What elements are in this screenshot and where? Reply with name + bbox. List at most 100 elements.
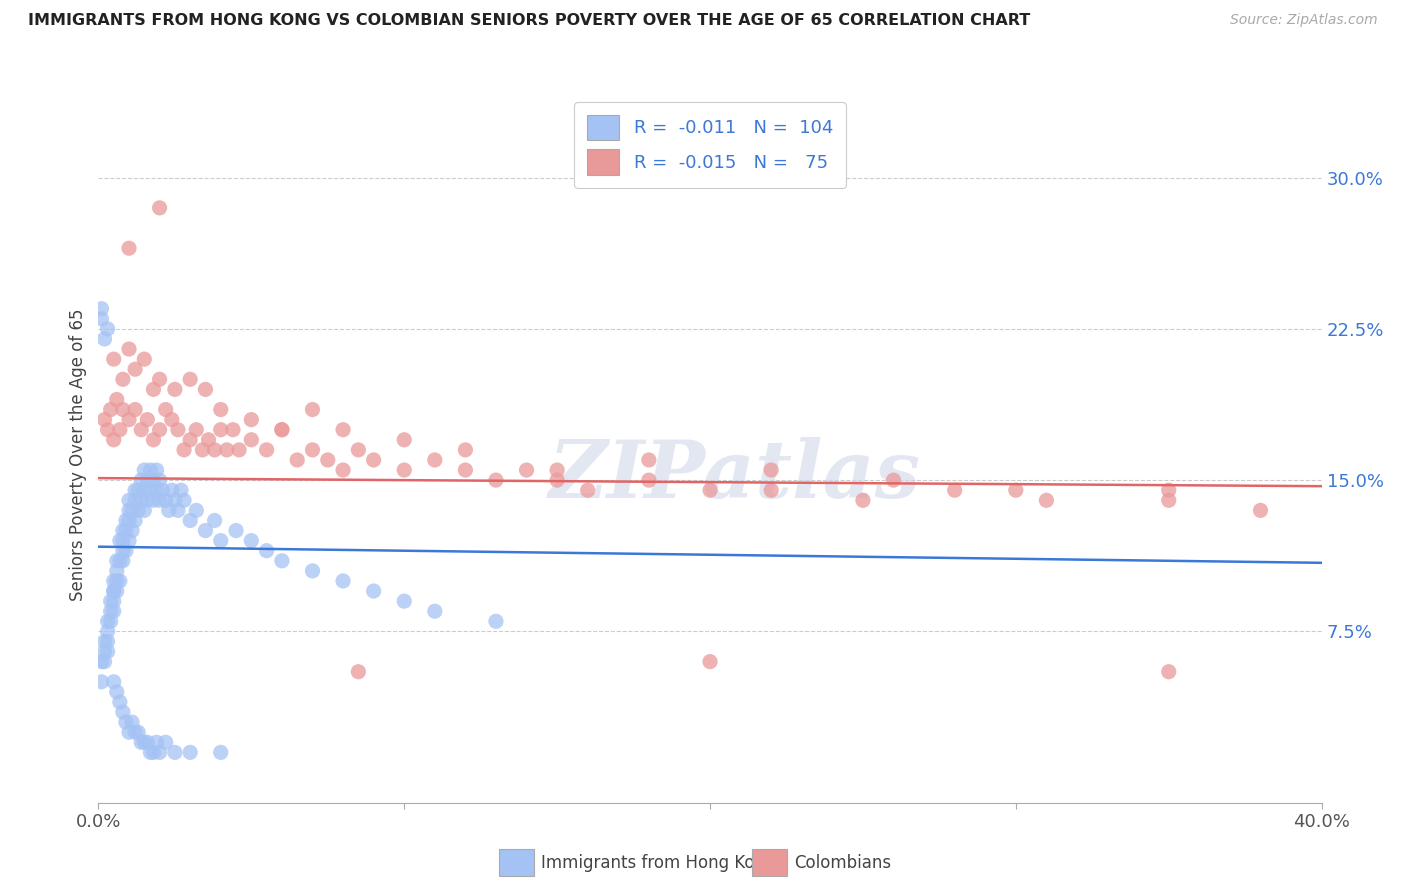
Point bbox=[103, 574, 125, 588]
Point bbox=[139, 483, 162, 498]
Point bbox=[155, 493, 177, 508]
Point bbox=[105, 685, 128, 699]
Point bbox=[363, 453, 385, 467]
Point bbox=[197, 433, 219, 447]
Point bbox=[111, 533, 134, 548]
Point bbox=[134, 483, 156, 498]
Point bbox=[485, 615, 508, 629]
Point bbox=[134, 352, 156, 367]
Point bbox=[699, 483, 721, 498]
Point bbox=[699, 655, 721, 669]
Point bbox=[97, 322, 120, 336]
Point bbox=[124, 402, 146, 417]
Point bbox=[115, 524, 138, 538]
Point bbox=[129, 423, 152, 437]
Point bbox=[191, 442, 214, 457]
Point bbox=[129, 473, 152, 487]
Point bbox=[124, 725, 146, 739]
Point bbox=[142, 383, 165, 397]
Point bbox=[163, 493, 186, 508]
Point bbox=[105, 392, 128, 407]
Point bbox=[759, 483, 782, 498]
Point bbox=[163, 745, 186, 759]
Point bbox=[121, 503, 143, 517]
Point bbox=[485, 473, 508, 487]
Point bbox=[167, 503, 190, 517]
Point bbox=[1157, 483, 1180, 498]
Text: IMMIGRANTS FROM HONG KONG VS COLOMBIAN SENIORS POVERTY OVER THE AGE OF 65 CORREL: IMMIGRANTS FROM HONG KONG VS COLOMBIAN S… bbox=[28, 13, 1031, 29]
Point bbox=[347, 665, 370, 679]
Y-axis label: Seniors Poverty Over the Age of 65: Seniors Poverty Over the Age of 65 bbox=[69, 309, 87, 601]
Point bbox=[142, 745, 165, 759]
Point bbox=[332, 423, 354, 437]
Point bbox=[186, 423, 208, 437]
Point bbox=[93, 332, 115, 346]
Point bbox=[228, 442, 250, 457]
Point bbox=[149, 201, 172, 215]
Point bbox=[93, 644, 115, 658]
Point bbox=[93, 634, 115, 648]
Point bbox=[332, 463, 354, 477]
Point bbox=[108, 695, 131, 709]
Point bbox=[100, 604, 122, 618]
Point bbox=[111, 372, 134, 386]
Point bbox=[97, 615, 120, 629]
Point bbox=[332, 574, 354, 588]
Legend: R =  -0.011   N =  104, R =  -0.015   N =   75: R = -0.011 N = 104, R = -0.015 N = 75 bbox=[574, 103, 846, 187]
Point bbox=[149, 745, 172, 759]
Point bbox=[157, 503, 180, 517]
Point bbox=[301, 402, 323, 417]
Point bbox=[204, 513, 226, 527]
Point bbox=[852, 493, 875, 508]
Point bbox=[103, 594, 125, 608]
Point bbox=[97, 634, 120, 648]
Point bbox=[90, 311, 112, 326]
Point bbox=[105, 584, 128, 599]
Point bbox=[516, 463, 538, 477]
Point bbox=[142, 493, 165, 508]
Point bbox=[111, 402, 134, 417]
Point bbox=[103, 352, 125, 367]
Point bbox=[115, 513, 138, 527]
Point bbox=[136, 493, 159, 508]
Point bbox=[139, 745, 162, 759]
Point bbox=[637, 473, 661, 487]
Point bbox=[118, 725, 141, 739]
Point bbox=[124, 483, 146, 498]
Point bbox=[105, 554, 128, 568]
Point bbox=[124, 493, 146, 508]
Point bbox=[179, 372, 201, 386]
Point bbox=[100, 615, 122, 629]
Point bbox=[105, 564, 128, 578]
Point bbox=[179, 745, 201, 759]
Point bbox=[301, 564, 323, 578]
Point bbox=[108, 533, 131, 548]
Point bbox=[118, 342, 141, 356]
Point bbox=[454, 463, 477, 477]
Point bbox=[204, 442, 226, 457]
Point bbox=[1249, 503, 1271, 517]
Point bbox=[392, 594, 416, 608]
Point bbox=[145, 735, 167, 749]
Point bbox=[155, 735, 177, 749]
Point bbox=[155, 402, 177, 417]
Point bbox=[163, 383, 186, 397]
Point bbox=[256, 442, 278, 457]
Point bbox=[149, 493, 172, 508]
Text: Immigrants from Hong Kong: Immigrants from Hong Kong bbox=[541, 854, 776, 871]
Point bbox=[136, 412, 159, 426]
Point bbox=[97, 624, 120, 639]
Point bbox=[103, 433, 125, 447]
Point bbox=[149, 473, 172, 487]
Point bbox=[142, 473, 165, 487]
Point bbox=[111, 543, 134, 558]
Point bbox=[186, 503, 208, 517]
Point bbox=[103, 604, 125, 618]
Text: ZIPatlas: ZIPatlas bbox=[548, 437, 921, 515]
Point bbox=[121, 715, 143, 730]
Point bbox=[105, 574, 128, 588]
Point bbox=[285, 453, 308, 467]
Point bbox=[127, 503, 149, 517]
Point bbox=[240, 433, 263, 447]
Point bbox=[240, 533, 263, 548]
